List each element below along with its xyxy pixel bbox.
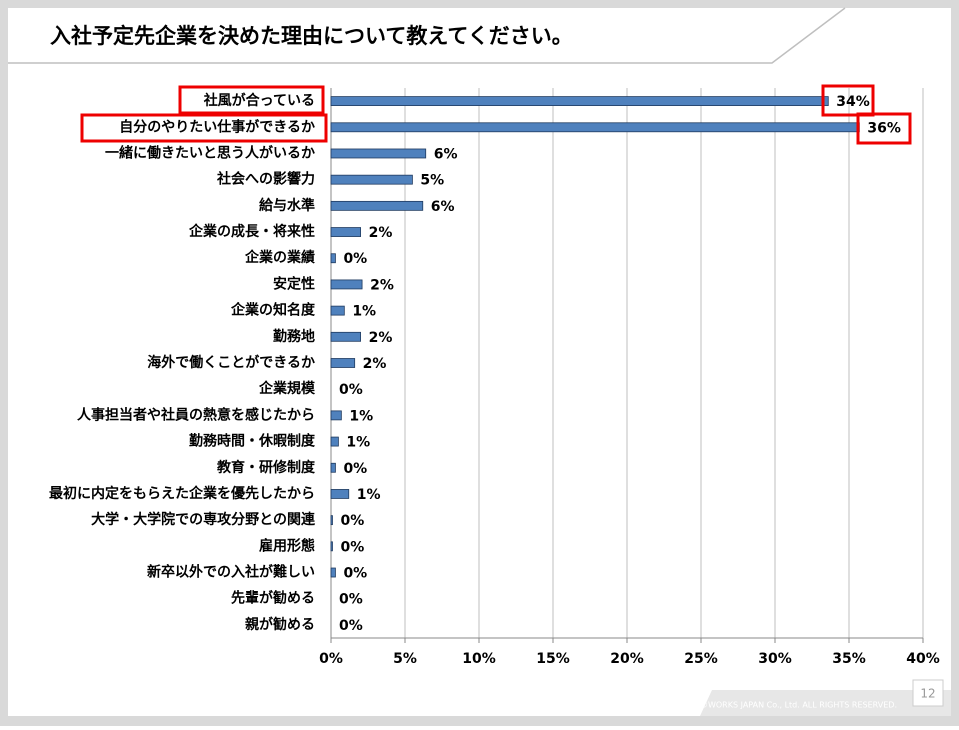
- category-label: 安定性: [273, 275, 315, 292]
- category-label: 社会への影響力: [216, 171, 315, 188]
- x-tick-label: 40%: [906, 651, 940, 667]
- value-label: 1%: [357, 487, 381, 503]
- x-tick-label: 0%: [319, 651, 343, 667]
- category-label: 雇用形態: [259, 537, 315, 554]
- bar: [330, 305, 345, 316]
- category-label: 社風が合っている: [203, 92, 315, 109]
- footer-band: [700, 690, 951, 716]
- value-label: 1%: [352, 304, 376, 320]
- value-label: 0%: [339, 592, 363, 608]
- value-label: 2%: [363, 356, 387, 372]
- x-tick-label: 20%: [610, 651, 644, 667]
- value-label: 36%: [867, 120, 901, 136]
- value-label: 1%: [346, 435, 370, 451]
- value-label: 0%: [339, 382, 363, 398]
- bar: [330, 279, 363, 290]
- x-tick-label: 30%: [758, 651, 792, 667]
- category-label: 自分のやりたい仕事ができるか: [119, 118, 315, 135]
- title: 入社予定先企業を決めた理由について教えてください。: [50, 24, 573, 48]
- value-label: 6%: [431, 199, 455, 215]
- page-number: 12: [920, 687, 935, 701]
- category-label: 大学・大学院での専攻分野との関連: [91, 511, 316, 528]
- x-tick-label: 35%: [832, 651, 866, 667]
- bar: [330, 148, 427, 159]
- bar: [330, 489, 350, 499]
- bar: [330, 436, 339, 447]
- highlight-box: [821, 84, 875, 117]
- bar: [330, 358, 356, 368]
- x-tick-label: 10%: [462, 651, 496, 667]
- bar: [330, 331, 362, 342]
- bar: [330, 567, 336, 578]
- category-label: 勤務地: [273, 328, 315, 345]
- x-tick-label: 15%: [536, 651, 570, 667]
- bar: [330, 200, 424, 211]
- category-label: 新卒以外での入社が難しい: [147, 564, 315, 581]
- value-label: 0%: [340, 513, 364, 529]
- bar: [330, 96, 829, 106]
- category-label: 人事担当者や社員の熱意を感じたから: [77, 406, 315, 423]
- highlight-box: [856, 112, 912, 145]
- value-label: 0%: [343, 566, 367, 582]
- category-label: 海外で働くことができるか: [147, 354, 315, 371]
- category-label: 企業の成長・将来性: [188, 223, 315, 240]
- bar: [330, 410, 342, 421]
- value-label: 0%: [340, 539, 364, 555]
- value-label: 1%: [349, 408, 373, 424]
- category-label: 企業規模: [258, 380, 316, 397]
- bar: [330, 515, 333, 526]
- bar: [330, 253, 336, 264]
- bar: [330, 541, 333, 552]
- value-label: 6%: [434, 146, 458, 162]
- bar: [330, 174, 413, 185]
- value-label: 2%: [369, 330, 393, 346]
- value-label: 0%: [339, 618, 363, 634]
- plot: 0% 5% 10% 15% 20% 25% 30% 35% 40% 社風が合っている 34% 自分のや…: [49, 88, 940, 667]
- title-rule: [8, 7, 846, 64]
- value-label: 2%: [369, 225, 393, 241]
- bar: [330, 227, 362, 237]
- category-label: 給与水準: [259, 197, 315, 214]
- category-label: 勤務時間・休暇制度: [189, 433, 316, 450]
- category-label: 一緒に働きたいと思う人がいるか: [105, 144, 315, 161]
- bar: [330, 462, 336, 473]
- category-label: 最初に内定をもらえた企業を優先したから: [49, 485, 315, 502]
- page-number-box: [912, 679, 944, 707]
- value-label: 0%: [343, 461, 367, 477]
- highlight-box: [80, 113, 328, 143]
- value-label: 34%: [836, 94, 870, 110]
- copyright: ©WORKS JAPAN Co., Ltd. ALL RIGHTS RESERV…: [700, 701, 897, 710]
- category-label: 教育・研修制度: [217, 459, 316, 476]
- category-label: 企業の業績: [244, 249, 315, 266]
- value-label: 0%: [343, 251, 367, 267]
- bar: [330, 122, 860, 133]
- category-label: 企業の知名度: [230, 302, 316, 319]
- category-label: 先輩が勧める: [231, 590, 315, 607]
- highlight-box: [178, 85, 325, 115]
- value-label: 5%: [420, 173, 444, 189]
- value-label: 2%: [370, 277, 394, 293]
- category-label: 親が勧める: [245, 616, 315, 633]
- x-tick-label: 25%: [684, 651, 718, 667]
- x-tick-label: 5%: [393, 651, 417, 667]
